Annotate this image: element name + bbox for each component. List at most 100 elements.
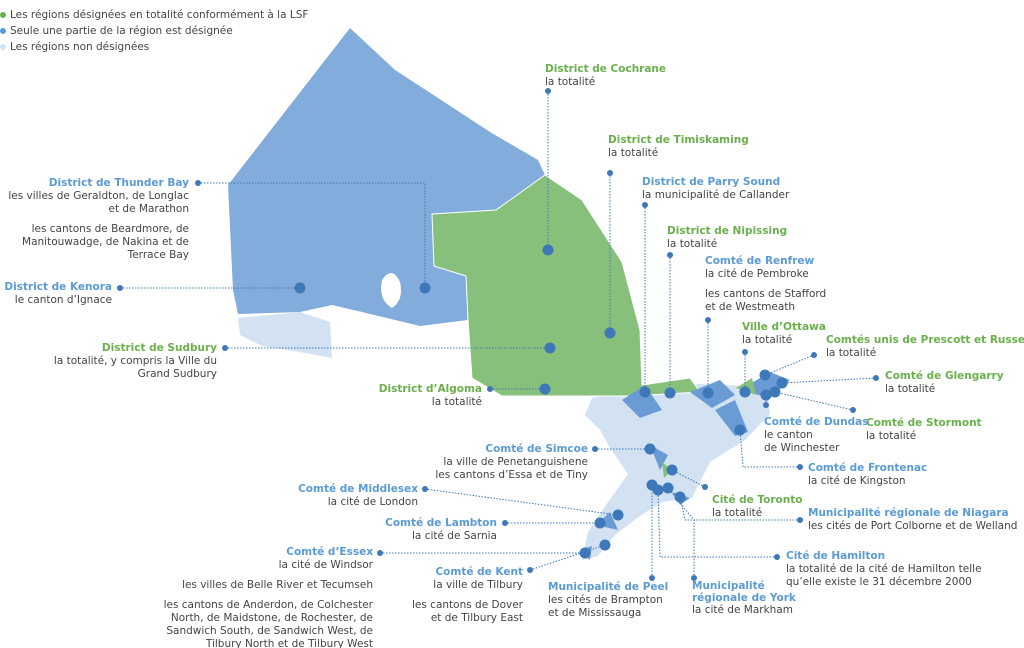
region-detail: et de Mississauga — [548, 607, 641, 619]
region-detail: Terrace Bay — [127, 249, 189, 261]
region-dot — [664, 387, 676, 399]
region-detail: la totalité — [742, 334, 792, 346]
region-detail: les cantons de Beardmore, de — [32, 223, 189, 235]
region-title: Comté de Renfrew — [705, 255, 814, 267]
region-detail: Sandwich South, de Sandwich West, de — [166, 625, 373, 637]
region-title: District de Sudbury — [102, 342, 217, 354]
leader-line — [667, 487, 695, 578]
region-detail: la totalité — [712, 507, 762, 519]
region-title: District de Timiskaming — [608, 134, 749, 146]
region-detail: les villes de Geraldton, de Longlac — [8, 190, 189, 202]
region-detail: la cité de Windsor — [279, 559, 374, 571]
region-title: Municipalité régionale de Niagara — [808, 507, 1009, 519]
region-dot — [117, 285, 123, 291]
region-blue — [228, 28, 545, 326]
leader-line — [739, 429, 800, 468]
region-dot — [487, 386, 493, 392]
region-dot — [742, 349, 748, 355]
region-detail: Grand Sudbury — [138, 368, 217, 380]
region-detail: la municipalité de Callander — [642, 189, 790, 201]
region-dot — [539, 383, 551, 395]
region-dot — [776, 377, 788, 389]
region-detail: la totalité — [667, 238, 717, 250]
region-detail: la totalité — [545, 76, 595, 88]
region-dot — [642, 202, 648, 208]
region-detail: la totalité — [885, 383, 935, 395]
region-title: District de Parry Sound — [642, 176, 780, 188]
region-detail: et de Marathon — [109, 203, 189, 215]
region-detail: la cité de Markham — [692, 604, 793, 616]
region-title: District de Cochrane — [545, 63, 666, 75]
region-dot — [422, 486, 428, 492]
region-detail: la totalité — [432, 396, 482, 408]
region-dot — [705, 317, 711, 323]
leader-line — [781, 377, 877, 384]
region-detail: les cantons de Stafford — [705, 288, 826, 300]
region-detail: Tilbury North et de Tilbury West — [205, 638, 373, 648]
region-dot — [769, 386, 781, 398]
region-dot — [377, 550, 383, 556]
region-detail: la cité de Kingston — [808, 475, 906, 487]
region-dot — [612, 509, 624, 521]
legend-label: Les régions désignées en totalité confor… — [10, 9, 308, 21]
region-detail: Manitouwadge, de Nakina et de — [22, 236, 189, 248]
region-detail: les villes de Belle River et Tecumseh — [182, 579, 373, 591]
region-detail: et de Westmeath — [705, 301, 795, 313]
region-dot — [662, 482, 674, 494]
region-blue — [580, 372, 790, 560]
leader-line — [529, 544, 606, 571]
region-detail: la ville de Penetanguishene — [443, 456, 588, 468]
leader-line — [679, 496, 800, 521]
region-dot — [604, 327, 616, 339]
region-dot — [649, 575, 655, 581]
region-dot — [850, 407, 856, 413]
region-title: Comté de Glengarry — [885, 370, 1004, 382]
region-title: Comté de Lambton — [385, 517, 497, 529]
region-dot — [579, 547, 591, 559]
region-detail: North, de Maidstone, de Rochester, de — [171, 612, 373, 624]
legend-dot — [0, 44, 6, 50]
region-detail: qu’elle existe le 31 décembre 2000 — [786, 576, 972, 588]
region-detail: les cités de Brampton — [548, 594, 663, 606]
region-dot — [774, 554, 780, 560]
region-detail: et de Tilbury East — [431, 612, 523, 624]
region-detail: de Winchester — [764, 442, 840, 454]
leader-line — [198, 182, 426, 288]
region-detail: les cités de Port Colborne et de Welland — [808, 520, 1017, 532]
leader-line — [424, 488, 619, 516]
region-title: Ville d’Ottawa — [742, 321, 826, 333]
region-title: District de Nipissing — [667, 225, 787, 237]
region-dot — [639, 386, 651, 398]
legend-dot — [0, 12, 6, 18]
region-title: régionale de York — [692, 592, 797, 604]
region-dot — [542, 244, 554, 256]
region-dot — [674, 491, 686, 503]
region-title: Municipalité de Peel — [548, 581, 668, 593]
region-dot — [763, 402, 769, 408]
region-title: Cité de Hamilton — [786, 550, 885, 562]
region-light — [238, 312, 332, 358]
region-dot — [419, 282, 431, 294]
region-detail: la totalité, y compris la Ville du — [54, 355, 217, 367]
region-dot — [702, 484, 708, 490]
region-title: Comté de Kent — [435, 566, 523, 578]
region-detail: les cantons de Dover — [412, 599, 524, 611]
region-detail: la totalité — [866, 430, 916, 442]
region-dot — [527, 567, 533, 573]
region-dot — [759, 369, 771, 381]
region-detail: les cantons de Anderdon, de Colchester — [164, 599, 374, 611]
region-dot — [502, 520, 508, 526]
region-dot — [797, 517, 803, 523]
region-title: Comté d’Essex — [286, 546, 373, 558]
region-detail: la totalité de la cité de Hamilton telle — [786, 563, 982, 575]
region-dot — [811, 352, 817, 358]
region-title: Comté de Frontenac — [808, 462, 927, 474]
region-dot — [544, 342, 556, 354]
region-dot — [739, 386, 751, 398]
region-title: District de Kenora — [4, 281, 112, 293]
region-dot — [592, 446, 598, 452]
region-title: Comtés unis de Prescott et Russell — [826, 334, 1024, 346]
region-detail: les cantons d’Essa et de Tiny — [435, 469, 588, 481]
leader-line — [774, 391, 854, 411]
leader-line — [657, 489, 777, 558]
